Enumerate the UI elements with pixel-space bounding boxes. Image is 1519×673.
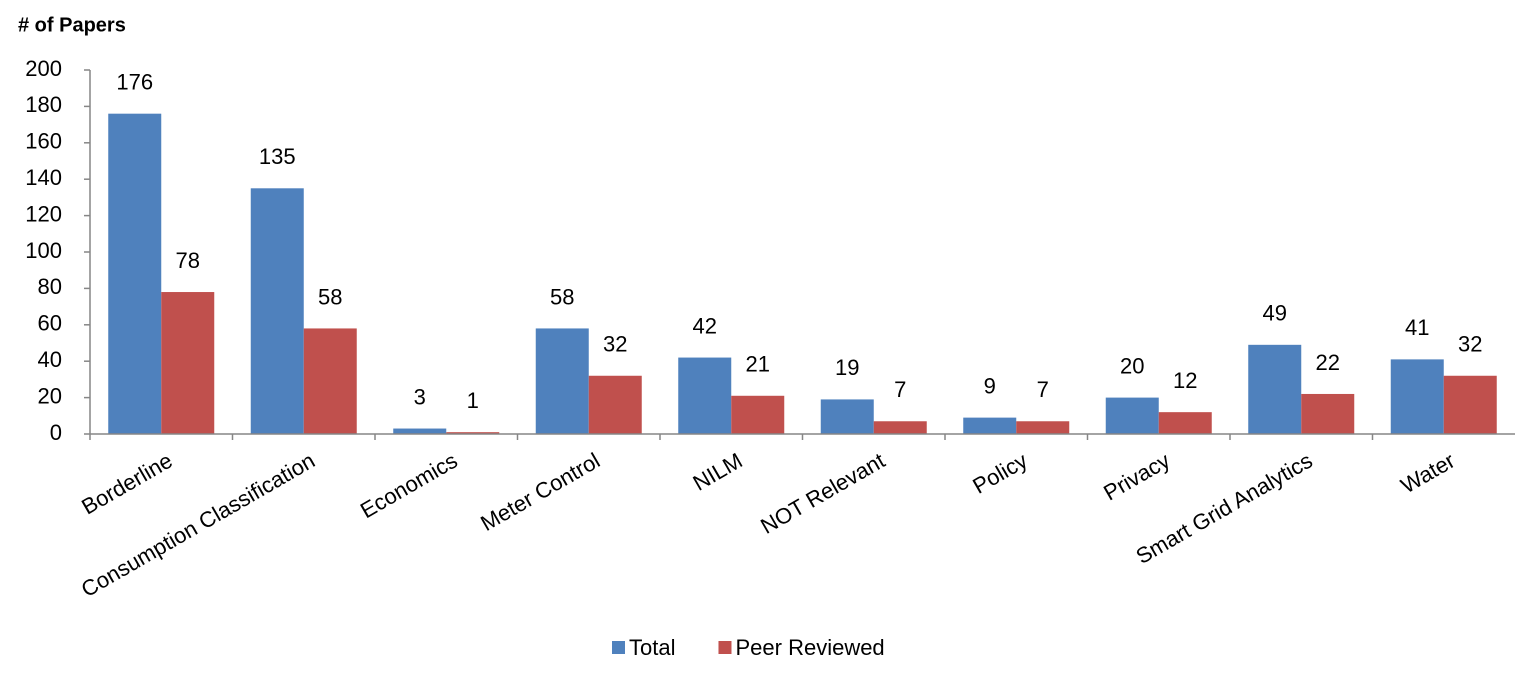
legend-swatch	[718, 641, 732, 654]
bar	[250, 188, 304, 434]
x-tick-label: NOT Relevant	[756, 448, 889, 539]
value-label: 1	[467, 388, 479, 413]
y-tick-label: 60	[38, 311, 62, 336]
y-tick-label: 180	[25, 92, 62, 117]
value-label: 42	[693, 313, 717, 338]
bar	[1105, 397, 1159, 434]
y-tick-label: 80	[38, 274, 62, 299]
x-tick-label: Policy	[968, 448, 1031, 499]
x-tick-label: Meter Control	[476, 448, 604, 536]
value-label: 176	[116, 69, 153, 94]
value-label: 58	[318, 284, 342, 309]
y-tick-label: 200	[25, 56, 62, 81]
bar	[1390, 359, 1444, 434]
value-label: 7	[1037, 377, 1049, 402]
value-label: 9	[984, 373, 996, 398]
bar	[1248, 344, 1302, 434]
y-tick-label: 20	[38, 383, 62, 408]
bar	[820, 399, 874, 434]
legend-label: Total	[629, 635, 675, 660]
bar	[161, 292, 215, 434]
bar	[731, 395, 785, 434]
y-tick-label: 120	[25, 201, 62, 226]
legend-label: Peer Reviewed	[735, 635, 884, 660]
x-tick-label: Economics	[356, 448, 462, 523]
value-label: 32	[1458, 332, 1482, 357]
bar	[963, 417, 1017, 434]
x-tick-label: Consumption Classification	[77, 448, 319, 602]
value-label: 19	[835, 355, 859, 380]
y-tick-label: 0	[50, 420, 62, 445]
bar	[678, 357, 732, 434]
value-label: 49	[1263, 301, 1287, 326]
value-label: 78	[176, 248, 200, 273]
bar	[446, 432, 500, 434]
legend-swatch	[612, 641, 625, 654]
bar	[108, 113, 162, 435]
value-label: 21	[746, 352, 770, 377]
x-tick-label: NILM	[689, 448, 747, 496]
bar	[1443, 375, 1497, 434]
bar	[1158, 412, 1212, 434]
bar	[535, 328, 589, 434]
value-label: 41	[1405, 315, 1429, 340]
bar	[873, 421, 927, 434]
value-label: 135	[259, 144, 296, 169]
y-tick-label: 160	[25, 129, 62, 154]
y-tick-label: 40	[38, 347, 62, 372]
bar	[588, 375, 642, 434]
x-tick-label: Water	[1397, 448, 1460, 499]
value-label: 22	[1316, 350, 1340, 375]
y-tick-label: 140	[25, 165, 62, 190]
bar	[303, 328, 357, 434]
bar	[1016, 421, 1070, 434]
value-label: 12	[1173, 368, 1197, 393]
y-tick-label: 100	[25, 238, 62, 263]
bar	[393, 428, 447, 434]
value-label: 3	[414, 384, 426, 409]
y-axis-title: # of Papers	[18, 14, 126, 36]
value-label: 20	[1120, 353, 1144, 378]
bar	[1301, 393, 1355, 434]
x-tick-label: Privacy	[1099, 448, 1174, 506]
value-label: 58	[550, 284, 574, 309]
x-tick-label: Borderline	[77, 448, 176, 520]
value-label: 7	[894, 377, 906, 402]
value-label: 32	[603, 332, 627, 357]
